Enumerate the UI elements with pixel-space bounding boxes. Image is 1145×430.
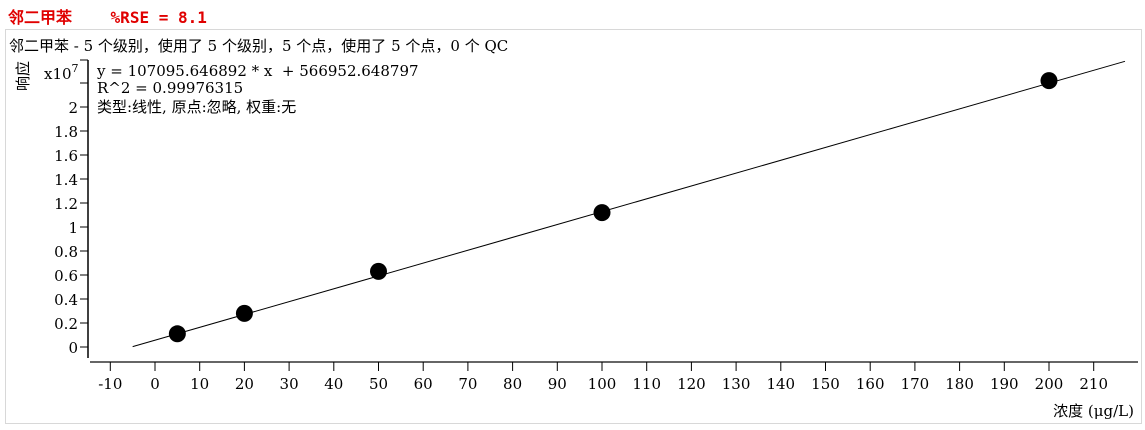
x-tick-label: 60	[414, 375, 433, 393]
y-tick-label: 0.4	[54, 291, 78, 309]
chart-title: 邻二甲苯 - 5 个级别，使用了 5 个级别，5 个点，使用了 5 个点，0 个…	[9, 37, 508, 55]
y-tick-label: 1.8	[54, 123, 78, 141]
x-axis-label: 浓度 (μg/L)	[1053, 402, 1134, 420]
y-tick-label: 0.8	[54, 243, 78, 261]
fit-info: 类型:线性, 原点:忽略, 权重:无	[97, 98, 296, 116]
data-point	[235, 304, 253, 322]
fit-line	[132, 60, 1126, 348]
x-tick-label: 150	[811, 375, 840, 393]
r-squared: R^2 = 0.99976315	[97, 79, 243, 97]
x-tick-label: 0	[150, 375, 160, 393]
y-tick-label: 0.2	[54, 315, 78, 333]
x-tick-label: 30	[280, 375, 299, 393]
x-tick-label: 180	[945, 375, 974, 393]
x-tick-label: 100	[588, 375, 617, 393]
x-tick-label: 210	[1079, 375, 1108, 393]
x-tick-label: 20	[235, 375, 254, 393]
y-tick-label: 1.2	[54, 195, 78, 213]
data-point	[168, 325, 186, 343]
x-tick-label: 40	[324, 375, 343, 393]
x-tick-label: 10	[190, 375, 209, 393]
rse-value: %RSE = 8.1	[110, 8, 207, 27]
compound-name: 邻二甲苯	[8, 8, 73, 27]
x-tick-label: -10	[98, 375, 122, 393]
x-tick-label: 200	[1035, 375, 1064, 393]
x-tick-label: 80	[503, 375, 522, 393]
chart-header: 邻二甲苯 %RSE = 8.1	[8, 4, 207, 28]
x-tick-label: 70	[458, 375, 477, 393]
y-tick-label: 1.4	[54, 171, 78, 189]
y-tick-label: 0.6	[54, 267, 78, 285]
x-tick-label: 110	[632, 375, 661, 393]
y-multiplier: x107	[44, 62, 79, 83]
data-point	[1040, 72, 1058, 90]
y-tick-label: 1.6	[54, 147, 78, 165]
x-tick-label: 130	[722, 375, 751, 393]
y-axis-label: 响应	[14, 61, 32, 91]
data-point	[593, 204, 611, 222]
x-tick-label: 190	[990, 375, 1019, 393]
data-point	[370, 262, 387, 280]
x-tick-label: 50	[369, 375, 388, 393]
fit-equation: y = 107095.646892 * x + 566952.648797	[96, 62, 419, 80]
y-tick-label: 2	[68, 99, 78, 117]
x-tick-label: 140	[766, 375, 795, 393]
x-tick-label: 90	[548, 375, 567, 393]
y-tick-label: 0	[68, 339, 78, 357]
y-tick-label: 1	[68, 219, 78, 237]
calibration-panel	[5, 29, 1142, 424]
x-tick-label: 160	[856, 375, 885, 393]
x-tick-label: 170	[901, 375, 930, 393]
x-tick-label: 120	[677, 375, 706, 393]
